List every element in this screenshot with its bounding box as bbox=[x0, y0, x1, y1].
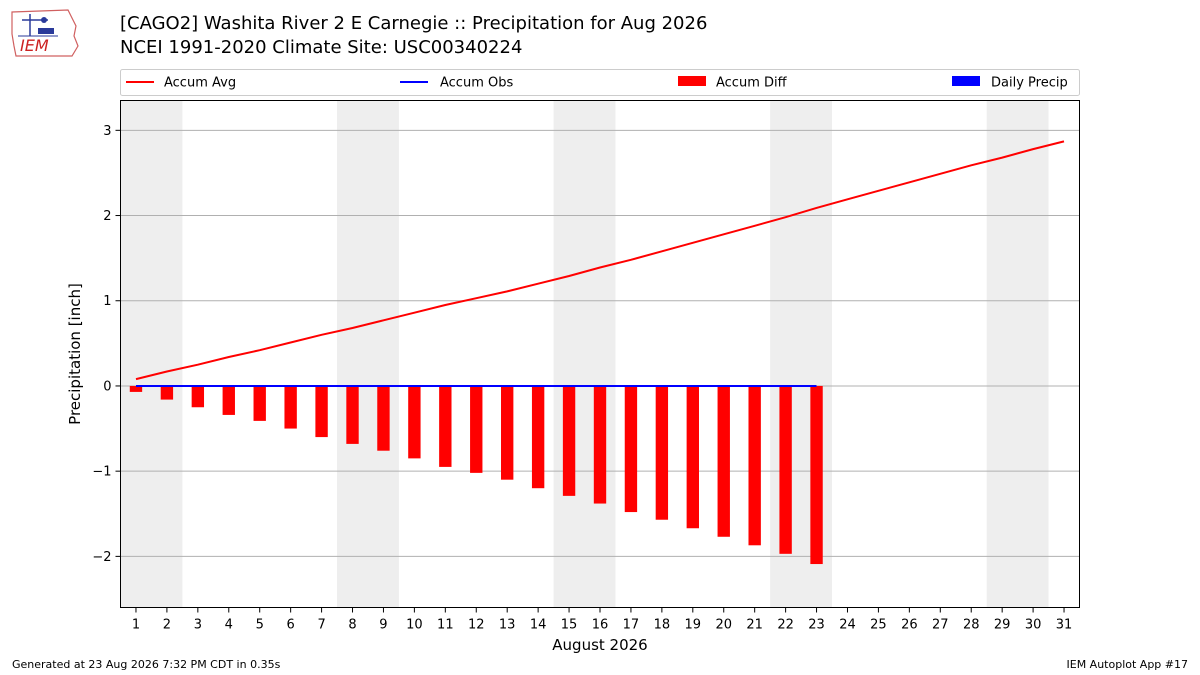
accum-diff-bar bbox=[253, 385, 266, 421]
y-axis-label: Precipitation [inch] bbox=[66, 283, 84, 425]
accum-diff-bar bbox=[686, 385, 699, 529]
x-tick-label: 19 bbox=[685, 618, 702, 633]
x-tick-label: 11 bbox=[437, 618, 454, 633]
legend-accum-avg-label: Accum Avg bbox=[164, 76, 236, 91]
accum-diff-bar bbox=[779, 385, 792, 554]
y-tick-label: 2 bbox=[103, 209, 111, 224]
accum-diff-bar bbox=[222, 385, 235, 415]
x-tick-label: 7 bbox=[317, 618, 325, 633]
accum-diff-bar bbox=[748, 385, 761, 546]
weekend-shading bbox=[120, 100, 1049, 608]
accum-diff-bar bbox=[562, 385, 576, 496]
weekend-band-0 bbox=[120, 100, 183, 608]
generated-timestamp: Generated at 23 Aug 2026 7:32 PM CDT in … bbox=[12, 658, 281, 671]
y-tick-label: 1 bbox=[103, 294, 111, 309]
x-tick-label: 20 bbox=[715, 618, 732, 633]
x-tick-label: 1 bbox=[132, 618, 140, 633]
y-tick-label: 0 bbox=[103, 379, 111, 394]
x-tick-label: 24 bbox=[839, 618, 856, 633]
x-tick-label: 17 bbox=[623, 618, 640, 633]
accum-lines bbox=[135, 140, 1065, 387]
accum-diff-bar bbox=[377, 385, 390, 451]
y-axis: −2 −1 0 1 2 3 bbox=[92, 124, 121, 565]
accum-diff-bar bbox=[129, 385, 143, 392]
weekend-band-2 bbox=[553, 100, 616, 608]
legend-accum-diff-swatch bbox=[678, 76, 706, 86]
accum-diff-bar bbox=[531, 385, 545, 489]
x-axis: 1 2 3 4 5 6 7 8 9 10 11 12 13 14 15 16 17 18 19 20 21 22 23 24 2… bbox=[132, 607, 1073, 633]
x-tick-label: 27 bbox=[932, 618, 949, 633]
iem-logo: IEM bbox=[11, 9, 79, 57]
accum-diff-bar bbox=[346, 385, 359, 444]
x-tick-label: 16 bbox=[592, 618, 609, 633]
x-tick-label: 29 bbox=[994, 618, 1011, 633]
legend-daily-precip-swatch bbox=[952, 76, 980, 86]
y-tick-label: −2 bbox=[92, 550, 111, 565]
accum-diff-bars bbox=[129, 385, 823, 565]
chart-title: [CAGO2] Washita River 2 E Carnegie :: Pr… bbox=[120, 13, 708, 34]
x-tick-label: 5 bbox=[256, 618, 264, 633]
weekend-band-1 bbox=[337, 100, 399, 608]
x-tick-label: 21 bbox=[746, 618, 763, 633]
x-tick-label: 15 bbox=[561, 618, 578, 633]
x-tick-label: 2 bbox=[163, 618, 171, 633]
accum-diff-bar bbox=[717, 385, 730, 537]
x-tick-label: 25 bbox=[870, 618, 887, 633]
x-tick-label: 10 bbox=[406, 618, 423, 633]
x-tick-label: 14 bbox=[530, 618, 547, 633]
x-tick-label: 18 bbox=[654, 618, 671, 633]
accum-diff-bar bbox=[408, 385, 421, 459]
accum-diff-bar bbox=[593, 385, 607, 504]
y-tick-label: −1 bbox=[92, 465, 111, 480]
x-tick-label: 8 bbox=[348, 618, 356, 633]
autoplot-app-id: IEM Autoplot App #17 bbox=[1066, 658, 1189, 671]
x-tick-label: 4 bbox=[225, 618, 233, 633]
accum-diff-bar bbox=[191, 385, 205, 408]
legend-daily-precip-label: Daily Precip bbox=[991, 76, 1068, 91]
accum-diff-bar bbox=[160, 385, 174, 400]
x-tick-label: 12 bbox=[468, 618, 485, 633]
x-tick-label: 31 bbox=[1056, 618, 1073, 633]
legend-accum-diff-label: Accum Diff bbox=[716, 76, 788, 91]
x-axis-label: August 2026 bbox=[552, 636, 647, 654]
accum-diff-bar bbox=[315, 385, 328, 438]
y-tick-label: 3 bbox=[103, 124, 111, 139]
x-tick-label: 26 bbox=[901, 618, 918, 633]
x-tick-label: 3 bbox=[194, 618, 202, 633]
x-tick-label: 13 bbox=[499, 618, 516, 633]
legend-accum-obs-label: Accum Obs bbox=[440, 76, 513, 91]
x-tick-label: 9 bbox=[379, 618, 387, 633]
accum-diff-bar bbox=[655, 385, 669, 520]
logo-text: IEM bbox=[20, 36, 49, 55]
accum-avg-line bbox=[135, 140, 1065, 381]
weekend-band-4 bbox=[986, 100, 1049, 608]
accum-diff-bar bbox=[284, 385, 297, 429]
x-tick-label: 6 bbox=[287, 618, 295, 633]
x-tick-label: 23 bbox=[808, 618, 825, 633]
accum-diff-bar bbox=[470, 385, 483, 473]
accum-diff-bar bbox=[624, 385, 638, 513]
x-tick-label: 30 bbox=[1025, 618, 1042, 633]
x-tick-label: 28 bbox=[963, 618, 980, 633]
accum-diff-bar bbox=[439, 385, 452, 467]
accum-diff-bar bbox=[501, 385, 514, 480]
legend: Accum Avg Accum Obs Accum Diff Daily Pre… bbox=[120, 69, 1080, 96]
x-tick-label: 22 bbox=[777, 618, 794, 633]
accum-diff-bar bbox=[810, 385, 823, 565]
chart-subtitle: NCEI 1991-2020 Climate Site: USC00340224 bbox=[120, 37, 523, 58]
